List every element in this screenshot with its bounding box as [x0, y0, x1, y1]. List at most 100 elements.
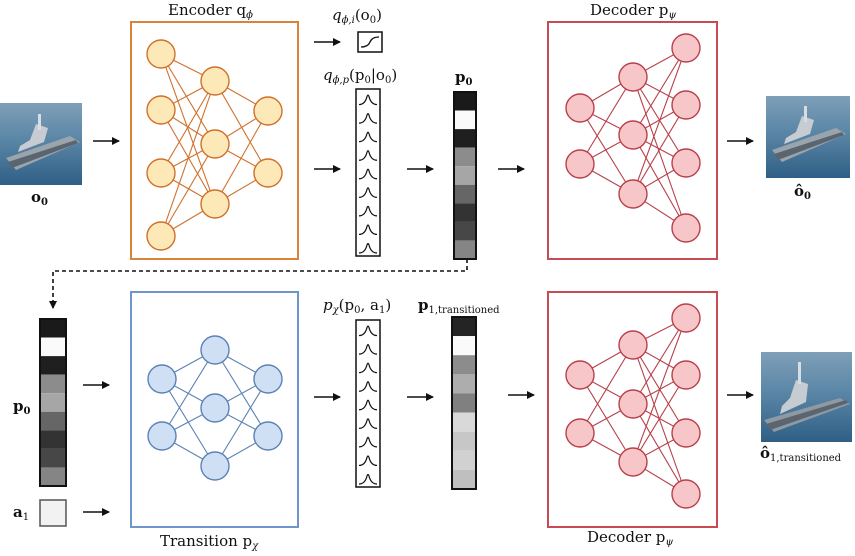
neuron-node — [671, 360, 701, 390]
latent-p0-left — [39, 318, 67, 487]
latent-cell — [454, 240, 476, 259]
input-ship-image — [0, 103, 82, 185]
decoder-top-label: Decoder pψ — [590, 1, 677, 21]
neuron-node — [565, 93, 595, 123]
q-p-column — [355, 88, 381, 257]
p0-left-label: p0 — [13, 397, 31, 417]
network-edge — [632, 134, 687, 229]
neuron-node — [200, 129, 230, 159]
o0-label: o0 — [31, 188, 48, 208]
o1-hat-label: ô1,transitioned — [760, 444, 842, 464]
p-chi-column — [355, 319, 381, 488]
latent-cell — [454, 184, 476, 204]
neuron-node — [200, 335, 230, 365]
neuron-node — [146, 39, 176, 69]
gaussian-bump — [358, 381, 378, 392]
latent-cell — [40, 319, 66, 338]
neuron-node — [253, 364, 283, 394]
neuron-node — [253, 421, 283, 451]
network-edge — [160, 143, 216, 237]
neuron-node — [618, 62, 648, 92]
gaussian-bump — [358, 224, 378, 236]
transitioned-ship-image — [761, 352, 852, 442]
neuron-node — [671, 148, 701, 178]
latent-cell — [454, 129, 476, 148]
gaussian-bump — [358, 436, 378, 448]
latent-cell — [454, 166, 476, 185]
latent-cell — [452, 431, 476, 451]
gaussian-bump — [358, 187, 378, 198]
network-edge — [160, 53, 216, 205]
latent-cell — [454, 221, 476, 241]
gaussian-bump — [358, 205, 378, 217]
gaussian-bump — [358, 362, 378, 374]
p0-top-label: p0 — [455, 68, 473, 88]
network-edge — [632, 403, 687, 495]
encoder-network — [146, 39, 283, 251]
gaussian-bump — [358, 113, 378, 124]
latent-cell — [452, 336, 476, 356]
decoder-bottom-network — [565, 303, 701, 509]
neuron-node — [147, 364, 177, 394]
p-chi-label: pχ(p0, a1) — [323, 296, 392, 316]
neuron-node — [146, 221, 176, 251]
latent-p1-transitioned — [451, 316, 477, 490]
o0-hat-label: ô0 — [794, 182, 811, 202]
neuron-node — [200, 451, 230, 481]
transition-label: Transition pχ — [160, 532, 259, 552]
neuron-node — [253, 158, 283, 188]
neuron-node — [146, 158, 176, 188]
neuron-node — [565, 360, 595, 390]
network-edge — [632, 76, 687, 229]
gaussian-bump — [358, 418, 378, 429]
latent-cell — [454, 110, 476, 130]
network-edge — [632, 374, 687, 463]
gaussian-bump — [358, 242, 378, 254]
gaussian-bump — [358, 150, 378, 161]
latent-cell — [40, 448, 66, 468]
neuron-node — [618, 330, 648, 360]
latent-cell — [452, 317, 476, 337]
latent-cell — [40, 337, 66, 357]
decoder-top-network — [565, 33, 701, 243]
gaussian-bump — [358, 399, 378, 411]
latent-cell — [452, 412, 476, 432]
neuron-node — [147, 421, 177, 451]
latent-cell — [452, 374, 476, 394]
gaussian-bump — [358, 168, 378, 180]
latent-cell — [40, 467, 66, 486]
q-i-curve — [360, 36, 380, 48]
network-edge — [632, 104, 687, 195]
q-i-label: qϕ,i(o0) — [332, 6, 382, 26]
action-a1-box — [39, 499, 67, 527]
network-edge — [632, 317, 687, 463]
latent-cell — [452, 469, 476, 489]
encoder-label: Encoder qϕ — [168, 1, 253, 21]
neuron-node — [618, 447, 648, 477]
a1-label: a1 — [13, 503, 30, 523]
network-edge — [160, 53, 216, 145]
neuron-node — [200, 189, 230, 219]
gaussian-bump — [358, 325, 378, 337]
neuron-node — [253, 96, 283, 126]
network-edge — [632, 47, 687, 136]
neuron-node — [618, 120, 648, 150]
latent-cell — [452, 450, 476, 470]
latent-cell — [454, 92, 476, 111]
network-edge — [632, 47, 687, 195]
latent-p0-top — [453, 91, 477, 260]
network-edge — [579, 344, 634, 434]
neuron-node — [618, 389, 648, 419]
network-edge — [579, 107, 634, 195]
decoder-bottom-label: Decoder pψ — [587, 528, 674, 548]
latent-cell — [452, 393, 476, 413]
gaussian-bump — [358, 473, 378, 485]
reconstructed-ship-image — [766, 96, 850, 178]
gaussian-bump — [358, 131, 378, 143]
neuron-node — [671, 90, 701, 120]
network-edge — [579, 76, 634, 165]
network-edge — [632, 317, 687, 405]
network-edge — [214, 110, 269, 205]
latent-cell — [40, 411, 66, 431]
